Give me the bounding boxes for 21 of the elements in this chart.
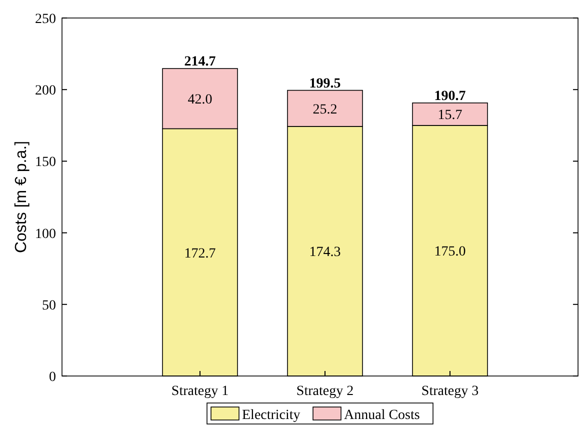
y-tick-label: 150 xyxy=(35,155,56,170)
y-tick-label: 100 xyxy=(35,226,56,242)
y-axis-title: Costs [m € p.a.] xyxy=(13,140,30,254)
y-tick-label: 50 xyxy=(42,298,56,314)
y-tick-label: 0 xyxy=(49,370,56,385)
data-label: 175.0 xyxy=(434,244,466,260)
total-label: 190.7 xyxy=(434,88,466,104)
data-label: 25.2 xyxy=(312,102,338,118)
data-label: 42.0 xyxy=(188,92,212,108)
data-label: 172.7 xyxy=(184,246,216,262)
total-label: 199.5 xyxy=(309,76,341,92)
legend-label: Annual Costs xyxy=(344,408,420,423)
x-tick-label: Strategy 2 xyxy=(296,384,354,399)
x-tick-label: Strategy 1 xyxy=(171,384,229,399)
data-label: 174.3 xyxy=(309,245,341,260)
y-tick-label: 200 xyxy=(35,84,56,99)
total-label: 214.7 xyxy=(184,54,216,70)
x-tick-label: Strategy 3 xyxy=(421,384,479,399)
y-tick-label: 250 xyxy=(35,12,56,27)
legend-label: Electricity xyxy=(242,408,300,423)
data-label: 15.7 xyxy=(438,108,462,124)
